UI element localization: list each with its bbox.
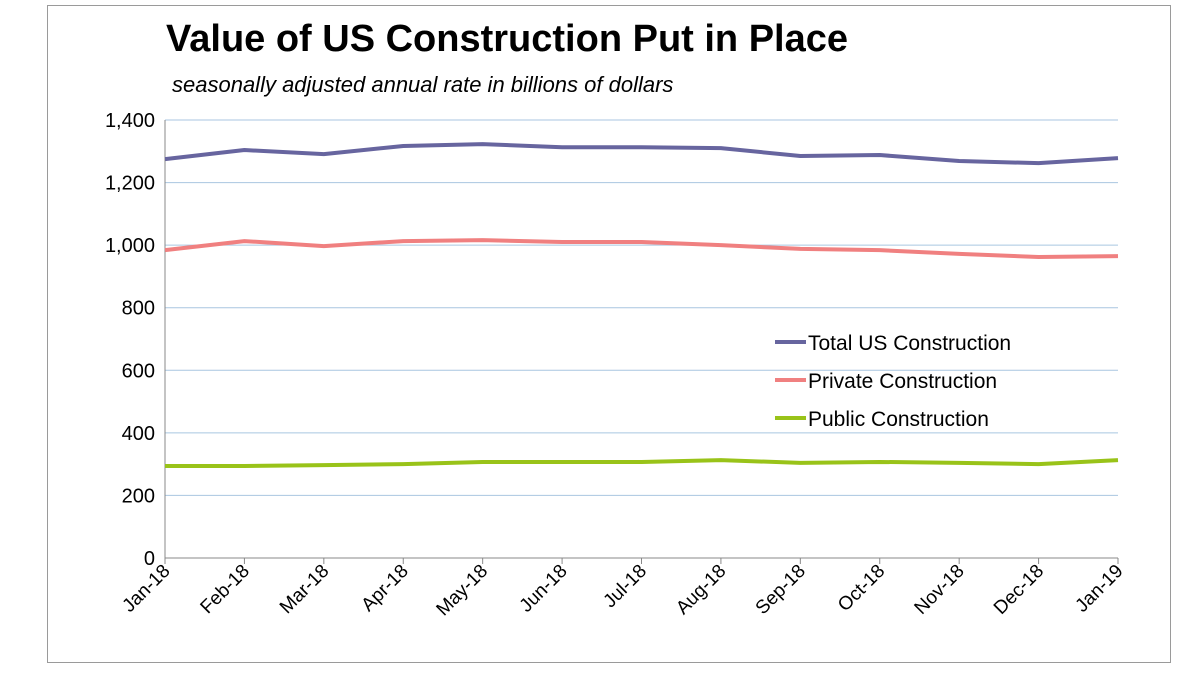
series-line	[164, 142, 1119, 166]
legend-label: Public Construction	[808, 408, 989, 431]
chart-title: Value of US Construction Put in Place	[166, 18, 848, 60]
series-line	[164, 238, 1119, 260]
x-tick-label: Sep-18	[752, 561, 810, 619]
x-tick-label: Oct-18	[834, 561, 889, 616]
y-tick-label: 800	[122, 298, 155, 320]
x-tick-label: May-18	[433, 561, 493, 621]
x-tick-label: Mar-18	[276, 561, 333, 618]
y-tick-label: 1,400	[105, 110, 155, 132]
x-tick-label: Jun-18	[516, 561, 572, 617]
legend-label: Total US Construction	[808, 332, 1011, 355]
x-tick-label: Feb-18	[197, 561, 254, 618]
chart-subtitle: seasonally adjusted annual rate in billi…	[172, 72, 674, 97]
series-line	[165, 458, 1119, 469]
chart-frame	[47, 5, 1171, 663]
x-tick-label: Aug-18	[672, 561, 730, 619]
y-tick-label: 200	[122, 485, 155, 507]
y-tick-label: 1,200	[105, 173, 155, 195]
x-tick-label: Dec-18	[990, 561, 1048, 619]
x-tick-label: Jan-19	[1072, 561, 1128, 617]
x-tick-label: Nov-18	[911, 561, 969, 619]
x-tick-label: Apr-18	[358, 561, 413, 616]
x-tick-label: Jul-18	[600, 561, 651, 612]
y-tick-label: 600	[122, 360, 155, 382]
y-tick-label: 1,000	[105, 235, 155, 257]
legend-label: Private Construction	[808, 370, 997, 393]
y-tick-label: 0	[144, 548, 155, 570]
y-tick-label: 400	[122, 423, 155, 445]
